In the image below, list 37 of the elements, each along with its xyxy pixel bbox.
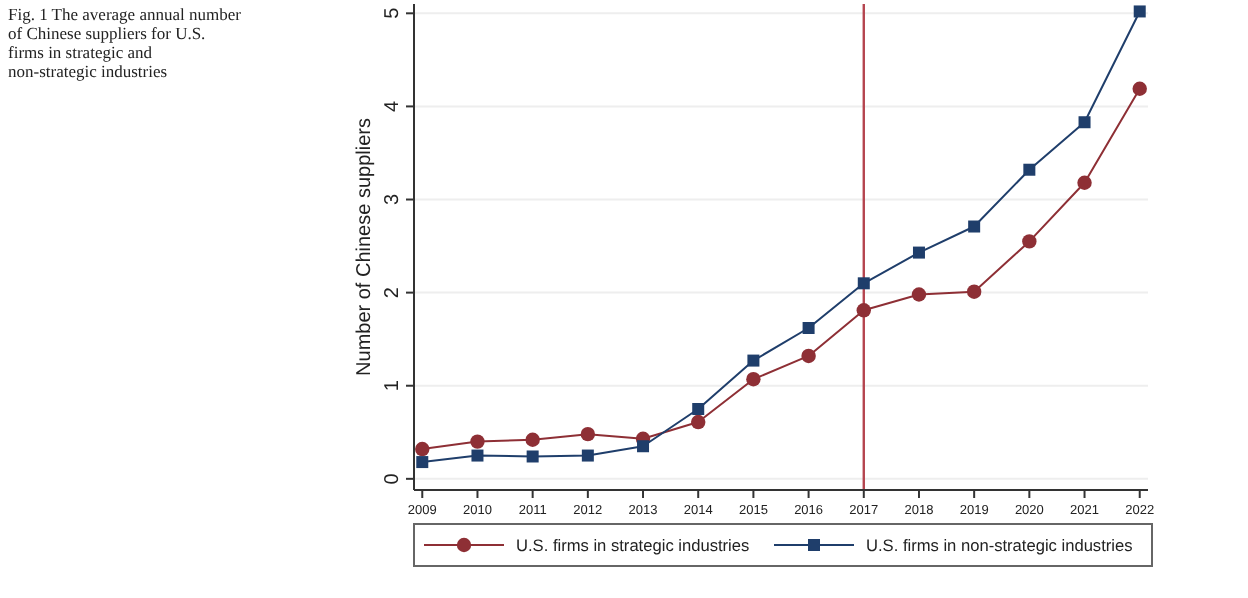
- point: [526, 450, 539, 463]
- point: [1077, 175, 1092, 190]
- point: [1132, 81, 1147, 96]
- point: [692, 403, 705, 415]
- point: [968, 220, 981, 233]
- point: [471, 449, 484, 462]
- point: [856, 303, 871, 318]
- point: [747, 354, 760, 367]
- point: [581, 449, 594, 462]
- point: [416, 456, 429, 469]
- point: [415, 441, 430, 457]
- point: [470, 434, 485, 449]
- point: [801, 348, 816, 364]
- point: [1022, 234, 1037, 249]
- y-tick-label: 2: [382, 286, 404, 299]
- point: [857, 277, 870, 290]
- point: [911, 287, 927, 302]
- y-tick-label: 3: [382, 193, 404, 206]
- point: [1133, 5, 1146, 18]
- y-axis-title: Number of Chinese suppliers: [354, 118, 376, 376]
- point: [637, 440, 650, 453]
- legend-label: U.S. firms in strategic industries: [516, 535, 750, 555]
- y-tick-label: 4: [382, 99, 404, 112]
- y-tick-label: 0: [382, 472, 404, 485]
- point: [1078, 116, 1091, 129]
- text: Fig. 1 The average annual number of Chinese suppliers for U.S. firms in strategic and non-strategic industries: [8, 4, 242, 81]
- point: [525, 432, 540, 447]
- y-tick-label: 5: [382, 6, 404, 19]
- point: [746, 372, 761, 387]
- point: [802, 322, 815, 334]
- point: [966, 284, 982, 299]
- legend-label: U.S. firms in non-strategic industries: [866, 535, 1133, 555]
- point: [1023, 163, 1036, 176]
- point: [580, 426, 596, 442]
- point: [912, 246, 925, 259]
- y-tick-label: 1: [382, 379, 404, 392]
- point: [691, 414, 706, 430]
